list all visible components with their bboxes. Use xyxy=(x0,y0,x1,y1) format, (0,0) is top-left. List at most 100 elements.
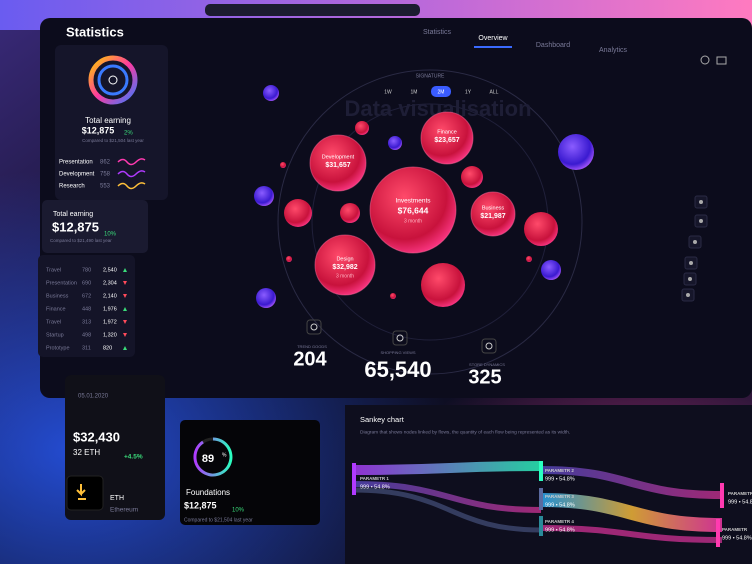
coin-arrow xyxy=(76,484,86,500)
label: SHOPPING VIEWS xyxy=(380,350,415,355)
trend-arrow xyxy=(123,294,127,298)
label: $32,430 xyxy=(73,429,120,444)
bubble xyxy=(286,256,292,262)
label: 999 • 54.8% xyxy=(545,502,575,508)
label: $32,982 xyxy=(332,264,357,271)
label: 690 xyxy=(82,280,91,286)
bubble xyxy=(314,234,376,296)
control-icon xyxy=(688,277,692,281)
flow xyxy=(353,487,542,533)
tab[interactable]: Overview xyxy=(478,35,508,42)
foundations-card xyxy=(180,420,320,525)
stat-icon xyxy=(306,319,322,335)
label: Total earning xyxy=(85,116,131,125)
sankey-node xyxy=(539,516,543,536)
label: ETH xyxy=(110,495,124,502)
control-icon xyxy=(699,200,703,204)
sankey-node xyxy=(720,483,724,508)
bubble xyxy=(390,293,396,299)
ring-progress xyxy=(193,437,233,477)
ring-icon xyxy=(108,75,118,85)
label: 999 • 54.8% xyxy=(545,527,575,533)
label: 1,320 xyxy=(103,332,117,338)
label: $21,987 xyxy=(480,213,505,220)
trend-arrow xyxy=(123,307,127,311)
label: 862 xyxy=(100,160,111,166)
bubble xyxy=(541,260,561,280)
ring xyxy=(88,55,138,105)
control-icon xyxy=(693,240,697,244)
coin-icon xyxy=(66,475,104,511)
tab[interactable]: Dashboard xyxy=(536,42,570,49)
sparkline xyxy=(117,158,146,166)
bubble xyxy=(284,199,312,227)
period[interactable]: 1W xyxy=(384,89,392,95)
label: Compared to $21,504 last year xyxy=(184,517,253,523)
flow xyxy=(353,461,542,475)
label: STORE DYNAMICS xyxy=(469,362,505,367)
tab[interactable]: Statistics xyxy=(423,29,452,36)
label: 999 • 54.8% xyxy=(722,535,752,541)
flow xyxy=(540,466,723,499)
period[interactable]: 1Y xyxy=(465,89,472,95)
bubble xyxy=(340,203,360,223)
bubble xyxy=(256,288,276,308)
orbit xyxy=(277,69,583,375)
label: 313 xyxy=(82,319,91,325)
label: 311 xyxy=(82,345,91,351)
label: 2,140 xyxy=(103,293,117,299)
bubble xyxy=(388,136,402,150)
stat-icon-dot xyxy=(310,323,318,331)
label: % xyxy=(222,452,227,458)
label: 325 xyxy=(468,366,501,388)
trend-arrow xyxy=(123,281,127,285)
label: 780 xyxy=(82,267,91,273)
label: 10% xyxy=(104,232,117,238)
label: Business xyxy=(46,293,69,299)
trend-arrow xyxy=(123,333,127,337)
label: $12,875 xyxy=(52,219,99,234)
label: Investments xyxy=(395,198,431,205)
label: Finance xyxy=(46,306,66,312)
settings-icon[interactable] xyxy=(716,56,727,65)
label: Travel xyxy=(46,267,61,273)
label: +4.5% xyxy=(124,454,143,461)
label: Sankey chart xyxy=(360,415,405,424)
flow xyxy=(540,493,723,532)
label: 999 • 54.8% xyxy=(360,484,390,490)
period[interactable]: 1M xyxy=(411,89,418,95)
label: 498 xyxy=(82,332,91,338)
flow xyxy=(540,525,723,543)
tab[interactable]: Analytics xyxy=(599,47,628,54)
sparkline xyxy=(117,170,146,178)
bubble xyxy=(470,191,516,237)
bubble xyxy=(263,85,279,101)
search-bar[interactable] xyxy=(205,4,420,16)
profile-icon[interactable] xyxy=(700,55,710,65)
label: Business xyxy=(482,205,505,211)
bubble xyxy=(254,186,274,206)
label: PARAMETR xyxy=(728,491,752,496)
period[interactable]: 2M xyxy=(438,89,445,95)
earning-card xyxy=(55,45,168,200)
label: SIGNATURE xyxy=(416,73,445,79)
sankey-node xyxy=(352,463,356,495)
period[interactable]: ALL xyxy=(490,89,499,95)
label: 672 xyxy=(82,293,91,299)
trend-arrow xyxy=(123,320,127,324)
label: 448 xyxy=(82,306,91,312)
label: 758 xyxy=(100,172,111,178)
label: 2,540 xyxy=(103,267,117,273)
bubble xyxy=(420,111,474,165)
sparkline xyxy=(117,182,146,190)
label: Startup xyxy=(46,332,64,338)
label: 89 xyxy=(202,453,214,465)
label: Development xyxy=(59,172,95,178)
bubble xyxy=(355,121,369,135)
label: Presentation xyxy=(46,280,77,286)
sankey-node xyxy=(716,519,720,547)
label: Travel xyxy=(46,319,61,325)
label: Presentation xyxy=(59,160,93,166)
stat-icon xyxy=(481,338,497,354)
